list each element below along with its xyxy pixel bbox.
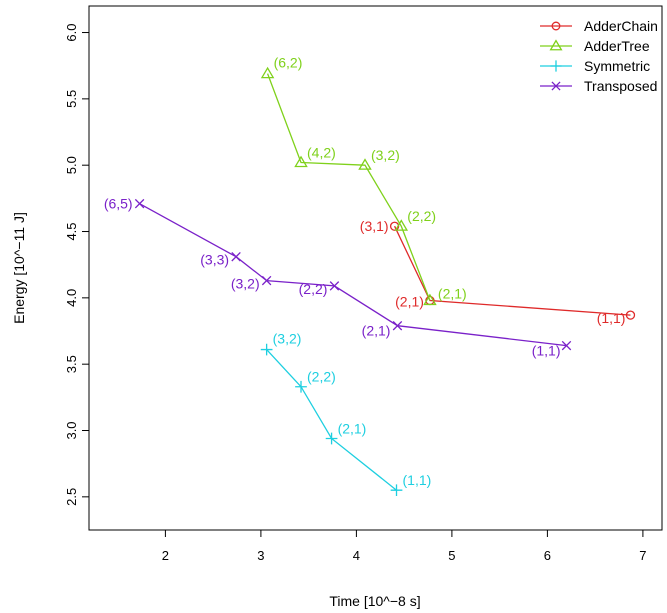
series-markers	[134, 66, 636, 497]
data-point	[625, 310, 636, 320]
legend: AdderChain AdderTree Symmetric Transposed	[540, 18, 658, 94]
data-point	[550, 60, 562, 72]
data-point	[549, 39, 563, 51]
y-tick-label: 5.0	[64, 156, 79, 174]
y-axis-title: Energy [10^−11 J]	[11, 212, 27, 324]
point-label: (2,1)	[338, 420, 367, 436]
data-point	[294, 155, 308, 168]
x-tick-label: 6	[544, 548, 551, 563]
point-labels: (3,1) (2,1) (1,1) (6,2) (4,2) (3,2) (2,2) (2,1)…	[104, 55, 626, 489]
point-label: (3,2)	[371, 147, 400, 163]
series-lines	[139, 73, 631, 491]
x-tick-label: 4	[353, 548, 360, 563]
x-axis-title: Time [10^−8 s]	[329, 593, 420, 609]
point-label: (2,1)	[362, 323, 391, 339]
data-point	[392, 320, 403, 331]
legend-label: Transposed	[584, 78, 657, 94]
plot-frame	[88, 5, 663, 531]
point-label: (6,5)	[104, 196, 133, 212]
data-point	[295, 380, 307, 393]
y-tick-label: 3.0	[64, 421, 79, 439]
series-line	[266, 349, 397, 491]
point-label: (1,1)	[597, 310, 626, 326]
data-point	[260, 343, 273, 356]
series-line	[266, 73, 431, 301]
series-line	[139, 203, 567, 347]
point-label: (2,2)	[407, 208, 436, 224]
y-tick-label: 6.0	[64, 23, 79, 41]
point-label: (2,2)	[307, 369, 336, 385]
legend-label: AdderChain	[584, 18, 658, 34]
x-tick-label: 3	[257, 548, 264, 563]
point-label: (2,1)	[438, 286, 467, 302]
point-label: (3,2)	[231, 276, 260, 292]
point-label: (6,2)	[274, 55, 303, 71]
data-point	[551, 81, 561, 91]
point-label: (2,2)	[299, 281, 328, 297]
y-axis: 2.5 3.0 3.5 4.0 4.5 5.0 5.5 6.0	[64, 23, 89, 506]
point-label: (3,1)	[360, 218, 389, 234]
data-point	[358, 158, 372, 170]
series-line	[394, 225, 631, 316]
data-point	[394, 219, 409, 231]
point-label: (4,2)	[307, 145, 336, 161]
legend-label: Symmetric	[584, 58, 650, 74]
y-tick-label: 5.5	[64, 90, 79, 108]
x-tick-label: 7	[639, 548, 646, 563]
point-label: (1,1)	[532, 343, 561, 359]
point-label: (1,1)	[403, 472, 432, 488]
data-point	[551, 21, 561, 31]
data-point	[390, 484, 403, 497]
data-point	[134, 198, 145, 209]
y-tick-label: 2.5	[64, 488, 79, 506]
point-label: (3,3)	[200, 252, 229, 268]
y-tick-label: 4.0	[64, 289, 79, 307]
legend-label: AdderTree	[584, 38, 650, 54]
data-point	[561, 340, 572, 351]
data-point	[261, 275, 272, 286]
y-tick-label: 4.5	[64, 222, 79, 240]
x-tick-label: 5	[448, 548, 455, 563]
data-point	[231, 251, 241, 262]
y-tick-label: 3.5	[64, 355, 79, 373]
data-point	[329, 281, 340, 291]
data-point	[260, 66, 275, 79]
data-point	[325, 432, 338, 445]
x-tick-label: 2	[162, 548, 169, 563]
point-label: (3,2)	[273, 331, 302, 347]
x-axis: 2 3 4 5 6 7	[162, 530, 647, 563]
data-point	[423, 293, 437, 306]
point-label: (2,1)	[395, 294, 424, 310]
